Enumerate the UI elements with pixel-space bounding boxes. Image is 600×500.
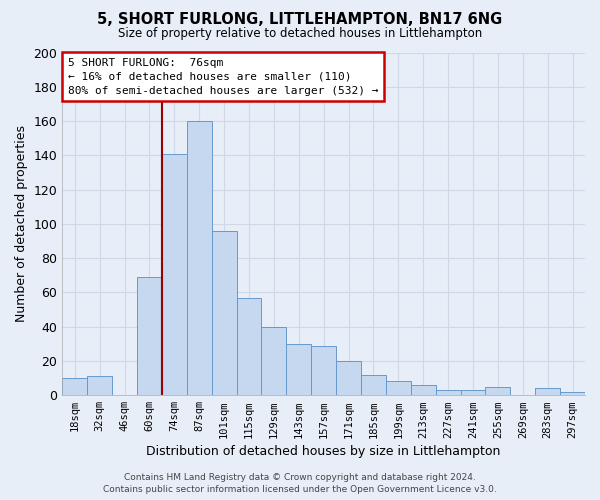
Bar — [286, 344, 311, 395]
Bar — [461, 390, 485, 395]
Bar — [87, 376, 112, 395]
Bar — [535, 388, 560, 395]
Y-axis label: Number of detached properties: Number of detached properties — [15, 126, 28, 322]
X-axis label: Distribution of detached houses by size in Littlehampton: Distribution of detached houses by size … — [146, 444, 501, 458]
Bar — [162, 154, 187, 395]
Bar — [386, 382, 411, 395]
Bar — [336, 361, 361, 395]
Text: Size of property relative to detached houses in Littlehampton: Size of property relative to detached ho… — [118, 28, 482, 40]
Bar — [212, 230, 236, 395]
Bar — [262, 326, 286, 395]
Bar — [187, 121, 212, 395]
Bar — [62, 378, 87, 395]
Text: Contains HM Land Registry data © Crown copyright and database right 2024.
Contai: Contains HM Land Registry data © Crown c… — [103, 472, 497, 494]
Text: 5, SHORT FURLONG, LITTLEHAMPTON, BN17 6NG: 5, SHORT FURLONG, LITTLEHAMPTON, BN17 6N… — [97, 12, 503, 28]
Bar — [361, 374, 386, 395]
Bar — [436, 390, 461, 395]
Text: 5 SHORT FURLONG:  76sqm
← 16% of detached houses are smaller (110)
80% of semi-d: 5 SHORT FURLONG: 76sqm ← 16% of detached… — [68, 58, 378, 96]
Bar — [236, 298, 262, 395]
Bar — [560, 392, 585, 395]
Bar — [485, 386, 511, 395]
Bar — [311, 346, 336, 395]
Bar — [411, 385, 436, 395]
Bar — [137, 277, 162, 395]
